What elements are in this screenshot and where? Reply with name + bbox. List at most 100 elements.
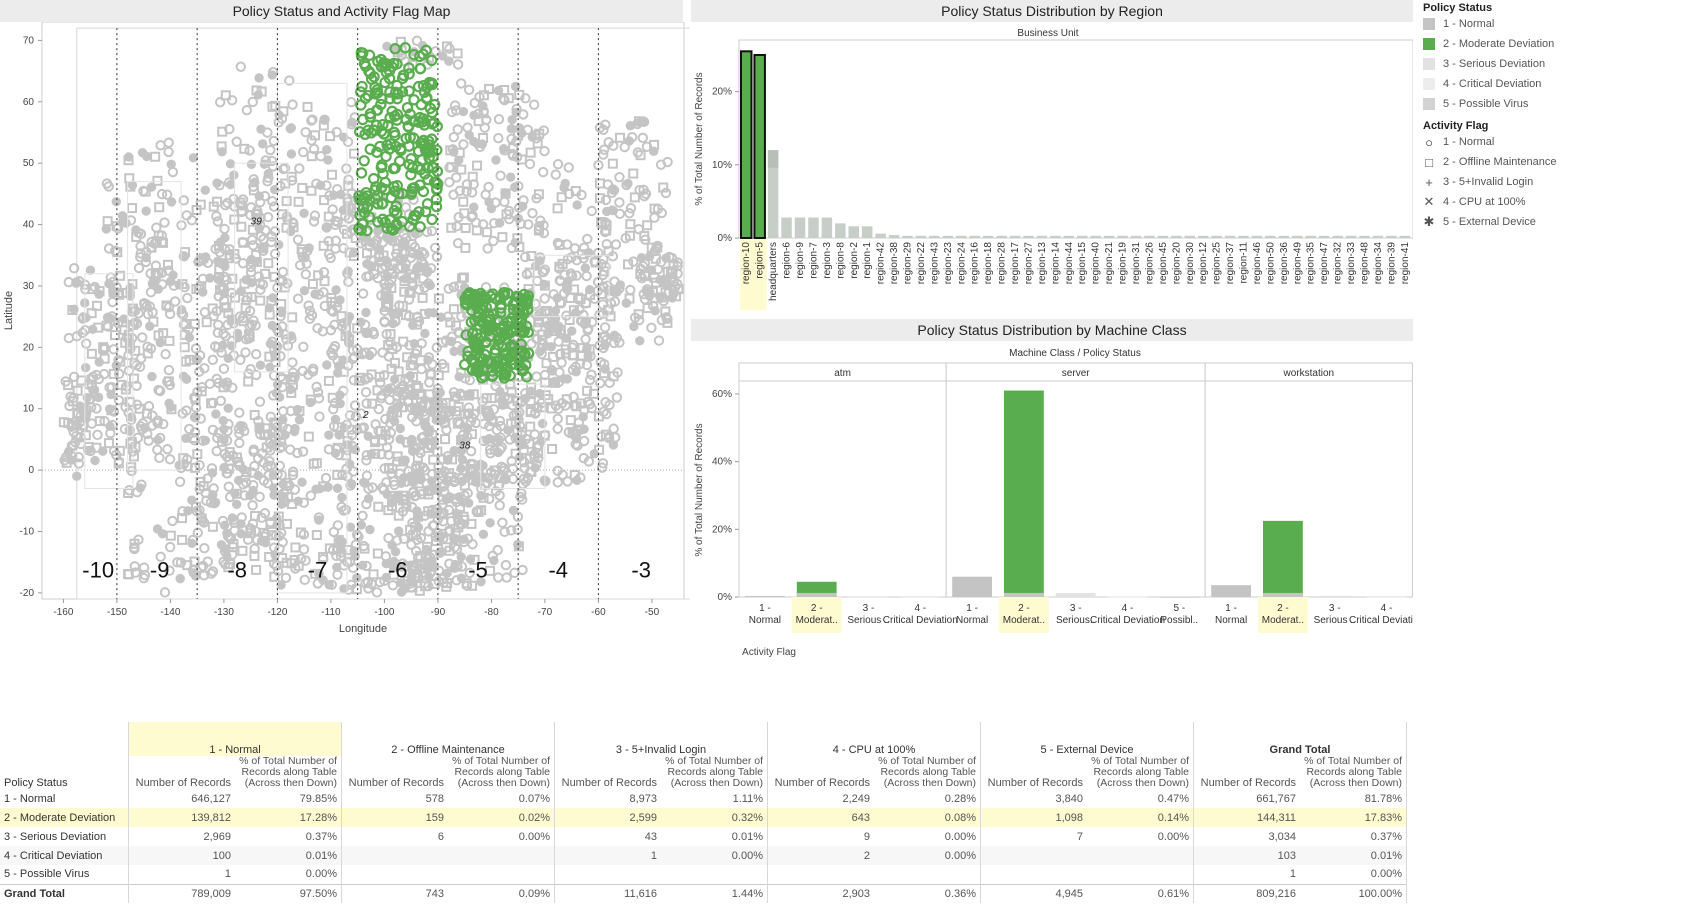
map-point xyxy=(110,245,121,256)
y-tick-label: 0% xyxy=(718,592,733,603)
map-point xyxy=(332,469,343,480)
map-point xyxy=(443,493,454,504)
table-row[interactable]: 3 - Serious Deviation 2,969 0.37% 6 0.00% 43 0… xyxy=(0,827,1407,846)
map-point xyxy=(408,247,419,259)
map-point xyxy=(268,201,280,212)
y-tick-label: 60% xyxy=(712,389,732,400)
flag-legend-item[interactable]: ✕ 4 - CPU at 100% xyxy=(1423,192,1698,212)
table-cell: 0.32% xyxy=(661,808,768,827)
map-point xyxy=(152,417,163,429)
map-point xyxy=(537,402,548,413)
y-tick-label: 40% xyxy=(712,457,732,468)
region-bar xyxy=(740,50,753,239)
map-point xyxy=(282,477,293,489)
policy-legend-item[interactable]: 2 - Moderate Deviation xyxy=(1423,34,1698,54)
map-point xyxy=(399,286,410,297)
region-tick-label: region-45 xyxy=(1158,242,1169,285)
activity-flag-tick-label: 3 - xyxy=(1070,603,1082,614)
map-point xyxy=(443,504,455,516)
map-point xyxy=(594,178,605,189)
map-point xyxy=(277,209,288,220)
moderate-point xyxy=(362,89,374,102)
flag-legend-item[interactable]: □ 2 - Offline Maintenance xyxy=(1423,152,1698,172)
map-point xyxy=(295,553,307,565)
map-point xyxy=(268,427,279,439)
map-point xyxy=(421,266,433,278)
map-point xyxy=(389,308,400,319)
map-point xyxy=(484,83,495,94)
map-point xyxy=(223,481,234,492)
map-point xyxy=(554,239,565,250)
map-point xyxy=(402,561,413,572)
map-point xyxy=(536,348,547,360)
map-point xyxy=(356,520,366,530)
map-chart[interactable]: -160 -150 -140 -130 -120 -110 -100 -90 -80 -70 -60… xyxy=(0,22,690,642)
moderate-point xyxy=(415,99,428,111)
policy-legend-item[interactable]: 4 - Critical Deviation xyxy=(1423,74,1698,94)
region-chart[interactable]: Business Unit 0% 10% 20% % of Total Number o… xyxy=(691,22,1413,312)
flag-legend-item[interactable]: +3 - 5+Invalid Login xyxy=(1423,172,1698,192)
map-point xyxy=(126,465,137,477)
activity-flag-tick-label: 3 - xyxy=(1329,603,1341,614)
region-tick-label: region-14 xyxy=(1050,242,1061,285)
map-point xyxy=(522,472,534,484)
table-row[interactable]: 1 - Normal 646,127 79.85% 578 0.07% 8,973 1.11… xyxy=(0,789,1407,808)
map-point xyxy=(252,208,263,219)
map-point xyxy=(98,342,109,353)
region-tick-label: region-5 xyxy=(755,242,766,279)
table-row[interactable]: 5 - Possible Virus 1 0.00% 1 0.00% xyxy=(0,865,1407,884)
map-point xyxy=(523,219,534,230)
region-bar xyxy=(1386,235,1397,238)
map-point xyxy=(466,429,477,440)
map-point xyxy=(250,369,262,381)
region-bar xyxy=(1117,235,1128,238)
map-point xyxy=(265,518,276,529)
region-bar xyxy=(902,235,913,238)
machine-class-header: Machine Class / Policy Status xyxy=(1009,348,1141,359)
policy-legend-item[interactable]: 3 - Serious Deviation xyxy=(1423,54,1698,74)
table-row[interactable]: 2 - Moderate Deviation 139,812 17.28% 159 0.… xyxy=(0,808,1407,827)
flag-legend-item[interactable]: ✱ 5 - External Device xyxy=(1423,212,1698,232)
map-point xyxy=(552,203,563,214)
map-point xyxy=(642,303,653,314)
policy-legend-item[interactable]: 1 - Normal xyxy=(1423,14,1698,34)
region-tick-label: region-12 xyxy=(1198,242,1209,285)
table-row[interactable]: Grand Total 789,009 97.50% 743 0.09% 11,616 1.… xyxy=(0,883,1407,903)
map-point xyxy=(365,524,375,535)
map-point xyxy=(145,287,157,298)
map-point xyxy=(245,256,257,267)
map-point xyxy=(350,411,362,422)
map-point xyxy=(373,501,384,512)
table-cell: 0.08% xyxy=(874,808,981,827)
map-point xyxy=(330,243,341,254)
map-point xyxy=(138,185,149,197)
map-point xyxy=(286,558,297,569)
map-point xyxy=(506,525,517,536)
map-point xyxy=(231,136,242,147)
flag-legend-item[interactable]: ○ 1 - Normal xyxy=(1423,132,1698,152)
moderate-point xyxy=(379,183,391,196)
map-point xyxy=(455,78,467,89)
table-cell: 0.36% xyxy=(874,883,981,903)
map-point xyxy=(517,128,527,138)
map-point xyxy=(389,236,400,247)
map-point xyxy=(268,135,280,147)
map-point xyxy=(358,422,369,433)
map-point xyxy=(582,233,593,245)
map-point xyxy=(348,562,359,574)
activity-flag-tick-label: Normal xyxy=(956,615,988,626)
map-point xyxy=(614,283,625,294)
map-point xyxy=(305,490,317,501)
map-point xyxy=(635,336,645,346)
policy-legend-item[interactable]: 5 - Possible Virus xyxy=(1423,94,1698,114)
activity-flag-tick-label: Critical Deviation xyxy=(1349,615,1413,626)
table-cell: 8,973 xyxy=(554,789,661,808)
map-point xyxy=(80,430,91,441)
map-point xyxy=(484,420,495,432)
map-point xyxy=(129,561,140,572)
machine-chart[interactable]: Machine Class / Policy Status 0% 20% 40% 60%… xyxy=(691,341,1413,661)
table-cell: 0.00% xyxy=(944,849,976,862)
table-row[interactable]: 4 - Critical Deviation 100 0.01% 1 0.00% 2 0.0… xyxy=(0,846,1407,865)
moderate-point xyxy=(410,210,422,222)
y-axis-label: % of Total Number of Records xyxy=(694,72,705,205)
